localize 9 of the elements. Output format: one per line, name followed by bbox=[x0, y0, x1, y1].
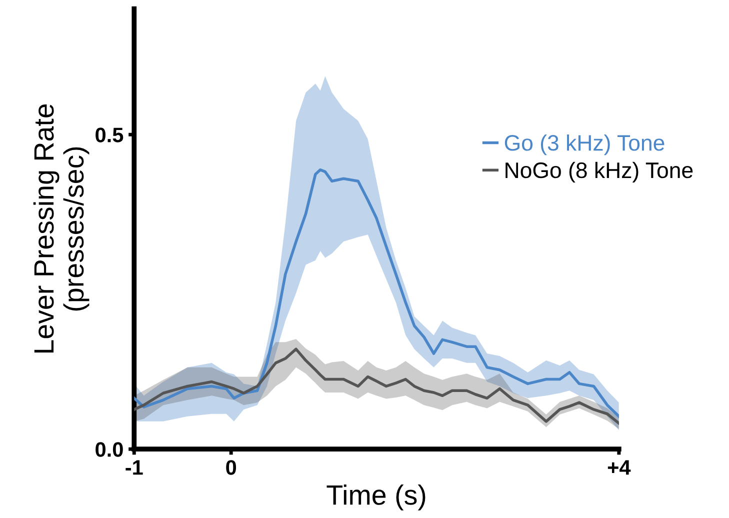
legend-label: NoGo (8 kHz) Tone bbox=[506, 162, 693, 183]
y-tick-label: 0.0 bbox=[96, 442, 123, 457]
y-tick-label: 0.5 bbox=[96, 128, 124, 142]
legend-label: Go (3 kHz) Tone bbox=[504, 134, 664, 156]
x-tick-label: 0 bbox=[226, 460, 236, 475]
x-axis-title: Time (s) bbox=[326, 484, 426, 510]
x-tick-label: -1 bbox=[126, 460, 143, 475]
x-tick-label: +4 bbox=[608, 460, 631, 475]
y-axis-title: Lever Pressing Rate (presses/sec) bbox=[33, 104, 90, 353]
